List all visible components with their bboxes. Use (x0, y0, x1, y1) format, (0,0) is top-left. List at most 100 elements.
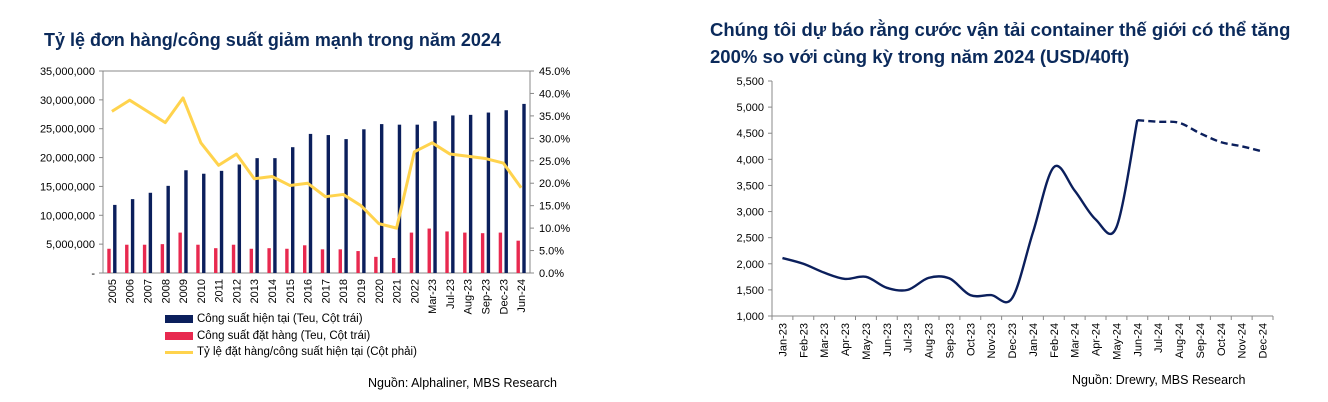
x-axis-tick-label: Jun-24 (516, 279, 528, 313)
bar-current-capacity (184, 170, 188, 273)
bar-current-capacity (273, 158, 277, 273)
right-axis-tick-label: 30.0% (539, 133, 570, 145)
bar-current-capacity (379, 124, 384, 274)
bar-orderbook (409, 232, 414, 273)
bar-current-capacity (362, 129, 366, 273)
y-axis-tick-label: 5,000 (736, 102, 764, 114)
x-axis-tick-label: Jun-24 (1132, 323, 1144, 357)
y-axis-tick-label: 4,500 (736, 128, 764, 140)
bar-current-capacity (486, 112, 491, 273)
x-axis-tick-label: Nov-23 (986, 323, 998, 358)
bar-orderbook (249, 248, 254, 273)
legend-item-orderbook: Công suất đặt hàng (Teu, Cột trái) (165, 330, 370, 342)
legend-item-ratio: Tỷ lệ đặt hàng/công suất hiện tại (Cột p… (165, 346, 417, 358)
right-chart-panel: Chúng tôi dự báo rằng cước vận tải conta… (690, 0, 1320, 402)
right-chart-title: Chúng tôi dự báo rằng cước vận tải conta… (710, 19, 1291, 67)
left-axis-tick-label: 20,000,000 (40, 153, 95, 165)
x-axis-tick-label: 2017 (320, 279, 332, 303)
left-axis-tick-label: 25,000,000 (40, 124, 95, 136)
x-axis-tick-label: 2006 (125, 279, 137, 303)
legend-label-ratio: Tỷ lệ đặt hàng/công suất hiện tại (Cột p… (197, 346, 417, 358)
x-axis-tick-label: 2007 (142, 279, 154, 303)
x-axis-tick-label: Jul-24 (1153, 323, 1165, 353)
y-axis-tick-label: 3,500 (736, 180, 764, 192)
bar-orderbook (303, 245, 307, 273)
bar-orderbook (463, 232, 467, 273)
left-axis-tick-label: 30,000,000 (40, 95, 95, 107)
left-chart-svg: - 5,000,000 10,000,000 15,000,000 20,000,000… (40, 66, 570, 314)
y-axis-tick-label: 1,000 (736, 311, 764, 323)
right-axis-tick-label: 15.0% (539, 201, 570, 213)
right-axis-tick-label: 5.0% (539, 246, 564, 258)
x-axis-tick-label: Jul-23 (903, 323, 915, 353)
x-axis-tick-label: Sep-23 (944, 323, 956, 358)
x-axis-tick-label: Aug-23 (924, 323, 936, 358)
left-plot-frame (102, 70, 531, 274)
bar-current-capacity (219, 170, 224, 273)
x-axis-tick-label: Dec-24 (1258, 323, 1270, 358)
x-axis-tick-label: Aug-23 (463, 279, 475, 314)
ratio-line (111, 96, 523, 230)
bar-current-capacity (433, 121, 437, 273)
x-axis-tick-label: 2012 (231, 279, 243, 303)
x-axis-tick-label: Jan-23 (777, 323, 789, 357)
x-axis-tick-label: 2014 (267, 279, 279, 303)
x-axis-tick-label: Apr-24 (1091, 323, 1103, 356)
bar-current-capacity (237, 164, 242, 273)
right-chart-source: Nguồn: Drewry, MBS Research (1072, 373, 1246, 387)
x-axis-tick-label: 2010 (196, 279, 208, 303)
left-chart-panel: Tỷ lệ đơn hàng/công suất giảm mạnh trong… (0, 0, 600, 402)
x-axis-tick-label: 2020 (374, 279, 386, 303)
right-axis-tick-label: 25.0% (539, 156, 570, 168)
x-axis-tick-label: 2021 (392, 279, 404, 303)
bar-current-capacity (291, 147, 295, 273)
bar-orderbook (178, 232, 182, 273)
left-axis-tick-label: 5,000,000 (46, 239, 95, 251)
x-axis-tick-label: Sep-24 (1195, 323, 1207, 358)
bar-current-capacity (397, 124, 402, 273)
x-axis-tick-label: Jun-23 (882, 323, 894, 357)
x-axis-tick-label: Mar-23 (427, 279, 439, 314)
x-axis-tick-label: Dec-23 (498, 279, 510, 314)
x-axis-tick-label: 2015 (285, 279, 297, 303)
legend-swatch-red (165, 332, 193, 340)
bar-orderbook (214, 248, 218, 273)
y-axis-tick-label: 1,500 (736, 285, 764, 297)
legend-label-orderbook: Công suất đặt hàng (Teu, Cột trái) (197, 330, 371, 342)
right-axis-tick-label: 20.0% (539, 178, 570, 190)
bar-current-capacity (113, 204, 117, 273)
bar-orderbook (320, 249, 325, 273)
bar-current-capacity (202, 173, 206, 273)
x-axis-tick-label: 2016 (303, 279, 315, 303)
x-axis-tick-label: May-23 (861, 323, 873, 360)
bar-current-capacity (415, 124, 419, 273)
x-axis-tick-label: 2005 (107, 279, 119, 303)
x-axis-tick-label: May-24 (1111, 323, 1123, 360)
x-axis-tick-label: 2009 (178, 279, 190, 303)
y-axis-tick-label: 5,500 (736, 76, 764, 88)
legend-swatch-navy (165, 315, 193, 323)
bar-orderbook (427, 228, 431, 273)
bar-orderbook (267, 248, 271, 273)
x-axis-tick-label: Aug-24 (1174, 323, 1186, 358)
bar-orderbook (107, 248, 111, 273)
bar-current-capacity (504, 110, 508, 273)
bar-orderbook (338, 249, 342, 273)
bar-orderbook (480, 233, 485, 273)
y-axis-tick-label: 4,000 (736, 154, 764, 166)
bar-orderbook (231, 244, 236, 273)
bar-orderbook (196, 244, 200, 273)
freight-rate-forecast-line (1137, 118, 1263, 153)
left-axis-tick-label: 35,000,000 (40, 66, 95, 78)
x-axis-tick-label: Jul-23 (445, 279, 457, 309)
bar-current-capacity (166, 185, 170, 273)
freight-rate-actual-line (782, 119, 1139, 304)
right-axis-tick-label: 40.0% (539, 88, 570, 100)
x-axis-tick-label: Feb-23 (798, 323, 810, 358)
y-axis-tick-label: 3,000 (736, 207, 764, 219)
bar-current-capacity (255, 158, 259, 273)
x-axis-tick-label: 2018 (338, 279, 350, 303)
bar-current-capacity (326, 135, 330, 273)
bar-current-capacity (148, 192, 153, 273)
bar-current-capacity (468, 114, 473, 273)
